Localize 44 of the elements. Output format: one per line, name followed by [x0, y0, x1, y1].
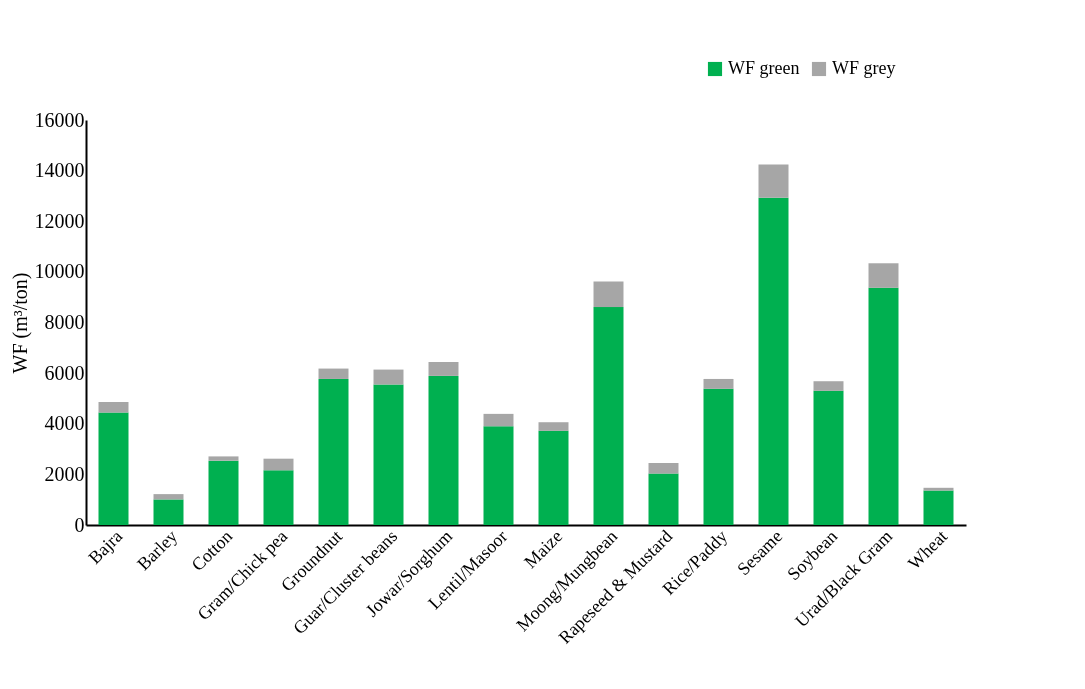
bar: [703, 378, 734, 389]
y-tick-label: 2000: [44, 462, 85, 485]
bar: [153, 499, 184, 525]
y-tick-label: 6000: [44, 361, 85, 384]
y-tick-label: 12000: [34, 209, 85, 232]
bar: [758, 164, 789, 198]
bar: [648, 462, 679, 474]
bar: [538, 422, 569, 431]
bar: [483, 413, 514, 427]
bar: [648, 473, 679, 525]
y-tick-label: 4000: [44, 412, 85, 435]
bar: [593, 281, 624, 308]
y-tick-label: 8000: [44, 311, 85, 333]
bar: [593, 307, 624, 525]
bar: [98, 412, 129, 525]
bar: [318, 368, 349, 379]
bar: [868, 287, 899, 525]
bar: [263, 470, 294, 525]
bar: [923, 490, 954, 525]
bar: [208, 460, 239, 525]
bar: [483, 426, 514, 525]
bar: [373, 384, 404, 525]
bar: [923, 487, 954, 491]
bar: [758, 197, 789, 525]
bar: [868, 263, 899, 288]
bar: [538, 430, 569, 525]
bar: [813, 390, 844, 525]
bar: [263, 458, 294, 471]
legend-label: WF grey: [832, 58, 896, 78]
bar: [813, 381, 844, 391]
y-tick-label: 10000: [34, 260, 85, 283]
bar: [428, 375, 459, 525]
bar: [318, 378, 349, 525]
legend-label: WF green: [728, 58, 800, 78]
bar: [703, 388, 734, 525]
bar: [428, 361, 459, 376]
y-tick-label: 0: [74, 513, 85, 536]
y-axis-title: WF (m³/ton): [8, 272, 32, 374]
bar: [98, 401, 129, 413]
y-tick-label: 14000: [34, 159, 85, 182]
y-tick-label: 16000: [34, 108, 85, 131]
bar: [208, 456, 239, 461]
bar: [153, 494, 184, 500]
bar: [373, 369, 404, 385]
